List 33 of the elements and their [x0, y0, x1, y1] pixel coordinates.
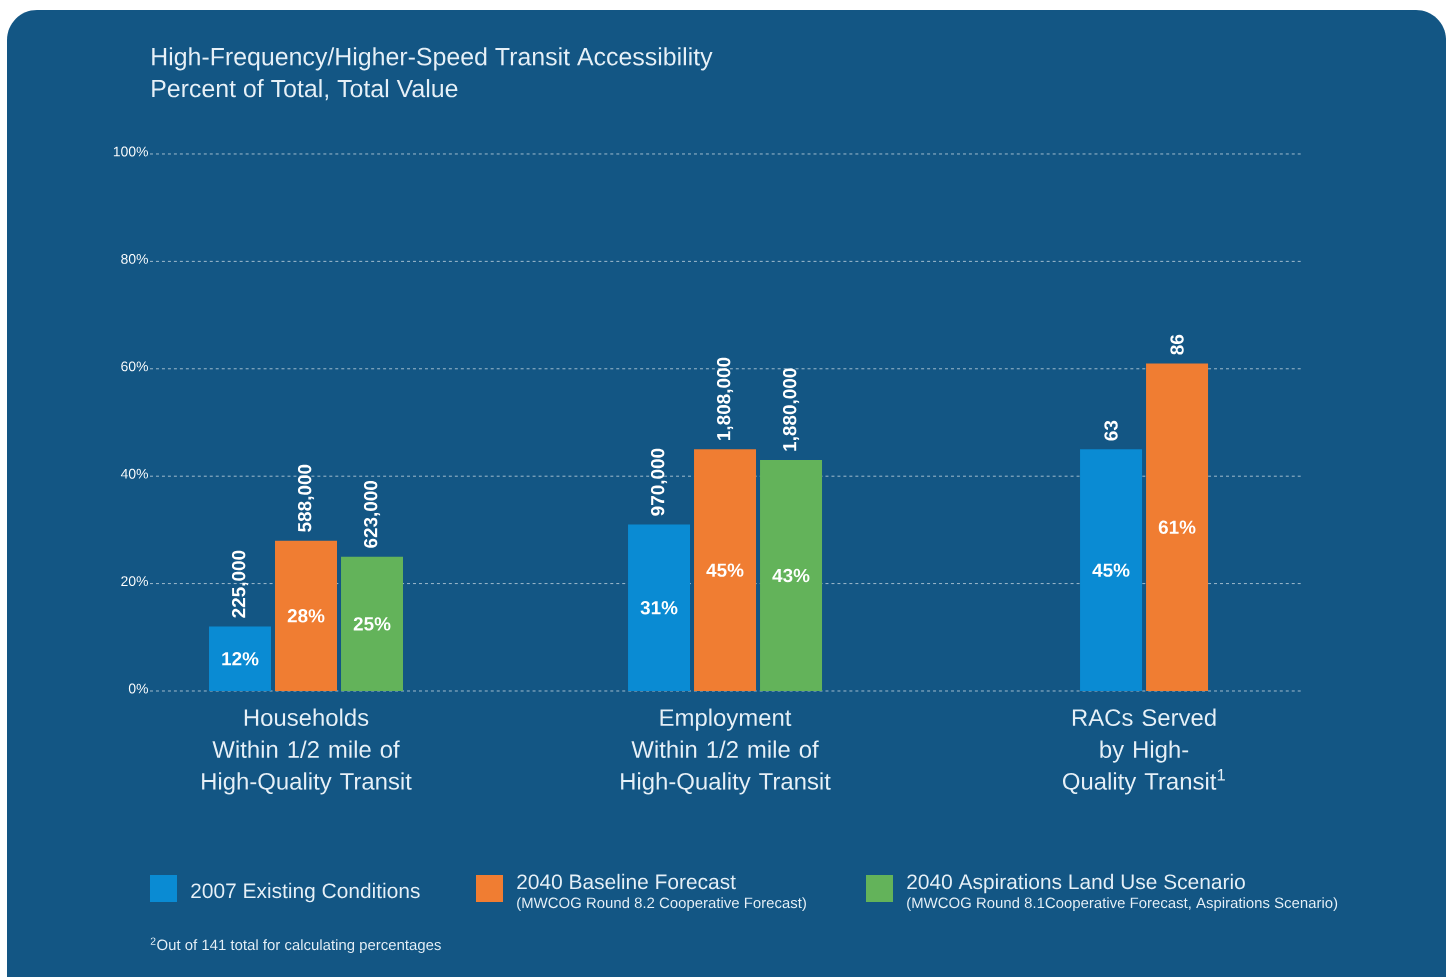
annotation: 63	[1104, 420, 1118, 441]
data-label: 43%	[772, 568, 810, 583]
x-tick-label: Households Within 1/2 mile of High-Quality Transit	[202, 708, 412, 795]
annotation: 970,000	[650, 448, 668, 516]
annotation: 86	[1170, 334, 1184, 355]
y-tick-label: 100%	[113, 146, 148, 157]
annotation: 588,000	[297, 464, 315, 532]
data-label: 61%	[1158, 520, 1196, 534]
data-label: 45%	[1092, 563, 1130, 577]
annotation: 1,880,000	[782, 368, 800, 451]
annotation: 623,000	[363, 480, 381, 548]
data-label: 12%	[222, 652, 259, 666]
annotation: 1,808,000	[716, 357, 734, 440]
legend-label: 2007 Existing Conditions	[191, 882, 420, 903]
y-tick-label: 40%	[120, 468, 148, 479]
chart-title: High-Frequency/Higher-Speed Transit Accessibility	[152, 47, 713, 71]
x-tick-label: RACs Served by High-Quality Transit$^{1}$	[1062, 708, 1225, 795]
legend-label: 2040 Aspirations Land Use Scenario	[907, 873, 1245, 894]
y-tick-label: 0%	[128, 683, 148, 694]
y-tick-label: 20%	[121, 576, 148, 587]
data-label: 25%	[353, 617, 391, 631]
text: (MWCOG Round 8.2 Cooperative Forecast)	[517, 897, 806, 912]
text: (MWCOG Round 8.1Cooperative Forecast, Aspirations Scenario)	[907, 897, 1338, 912]
data-label: 28%	[287, 609, 325, 623]
data-label: 45%	[706, 563, 744, 577]
chart-subtitle: Percent of Total, Total Value	[152, 79, 458, 101]
data-label: 31%	[640, 601, 678, 615]
annotation: 225,000	[231, 550, 249, 618]
text: $^{2}$Out of 141 total for calculating percentages	[150, 937, 441, 954]
x-tick-label: Employment Within 1/2 mile of High-Quality Transit	[621, 708, 831, 795]
y-tick-label: 80%	[121, 253, 148, 264]
y-tick-label: 60%	[121, 361, 148, 372]
legend-label: 2040 Baseline Forecast	[517, 873, 736, 890]
